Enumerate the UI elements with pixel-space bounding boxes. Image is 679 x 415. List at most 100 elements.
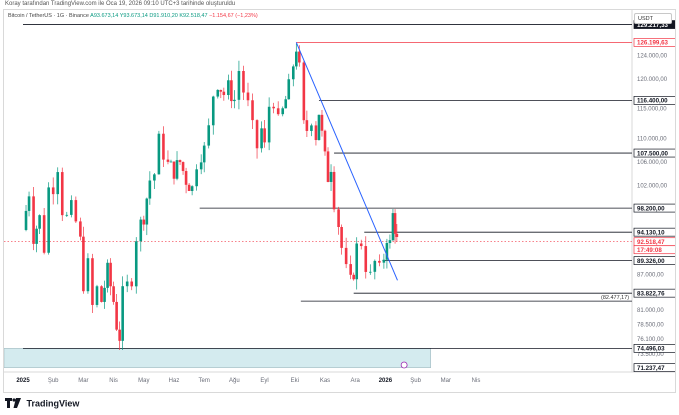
downtrend-line [295, 42, 398, 281]
ohlc-change: −1.154,67 (−1,23%) [209, 13, 258, 19]
price-label-box [633, 256, 675, 265]
candle-body [139, 219, 143, 242]
price-label: 74.496,03 [637, 346, 665, 353]
candle-body [260, 128, 263, 149]
candle-body [145, 198, 149, 225]
candle-body [378, 260, 381, 263]
price-zone [4, 348, 432, 368]
candle-body [276, 108, 280, 115]
candle-body [74, 200, 78, 222]
currency-button[interactable]: USDT [634, 13, 672, 24]
price-label-box [633, 363, 675, 372]
candle-body [233, 99, 236, 102]
candle-body [326, 151, 330, 182]
chart-grid [4, 10, 675, 373]
candle-body [134, 241, 138, 287]
y-tick-label: 81.000,00 [637, 308, 664, 314]
ohlc-open: A93.673,14 [90, 13, 119, 19]
candle-body [166, 159, 170, 162]
price-label-box [633, 288, 675, 298]
x-tick-label: Haz [169, 378, 180, 384]
price-chart[interactable]: (82.477,17) 124.000,00 120.000,00 115.000,… [4, 10, 675, 392]
candle-body [47, 187, 50, 253]
horizontal-lines [4, 24, 632, 349]
candle-body [115, 301, 118, 330]
candle-body [272, 106, 275, 109]
price-label: 107.500,00 [637, 150, 669, 157]
candle-body [207, 125, 211, 146]
candle-body [298, 51, 301, 63]
candle-body [121, 286, 124, 341]
candle-body [202, 145, 206, 163]
candle-body [263, 128, 266, 143]
candle-body [130, 281, 134, 287]
y-tick-label: 110.000,00 [637, 136, 667, 142]
candle-body [317, 114, 321, 141]
ohlc-low: D91.910,20 [149, 13, 178, 19]
candle-body [199, 162, 203, 170]
candle-body [237, 71, 241, 100]
candle-body [175, 160, 179, 179]
price-label-box [633, 245, 675, 255]
candle-body [344, 247, 348, 265]
price-label: 94.130,10 [637, 229, 665, 236]
x-tick-label: Tem [199, 378, 210, 384]
price-label-box [633, 344, 675, 353]
candle-body [382, 259, 386, 263]
x-tick-label: Nis [472, 378, 481, 384]
candle-body [267, 106, 271, 143]
candle-body [287, 79, 291, 100]
candle-body [246, 92, 250, 101]
published-note: Koray tarafından TradingView.com ile Oca… [5, 1, 236, 7]
y-tick-label: 102.000,00 [637, 184, 668, 190]
candle-body [242, 71, 245, 93]
candle-body [91, 258, 94, 305]
candle-body [79, 221, 82, 237]
candle-body [291, 66, 295, 80]
candle-body [195, 169, 198, 187]
candle-body [373, 260, 377, 272]
y-tick-label: 115.000,00 [637, 107, 667, 113]
price-label: 98.200,00 [637, 205, 665, 212]
ohlc-close: K92.518,47 [179, 13, 208, 19]
candle-body [157, 133, 161, 175]
candle-body [337, 209, 340, 228]
candle-body [227, 80, 230, 96]
candle-body [178, 160, 182, 163]
candle-body [222, 91, 226, 96]
candle-body [284, 99, 288, 109]
candle-body [148, 180, 152, 199]
price-label-box [633, 203, 675, 213]
tradingview-wordmark: TradingView [26, 398, 80, 409]
candle-body [310, 125, 313, 131]
y-tick-label: 124.000,00 [637, 53, 668, 59]
countdown-label: 17:49:08 [637, 247, 662, 254]
x-tick-label: Şub [410, 378, 421, 384]
x-tick-label: Eki [291, 378, 299, 384]
candle-body [393, 213, 397, 234]
symbol-legend[interactable]: Bitcoin / TetherUS · 1G · Binance A93.67… [8, 13, 258, 19]
y-tick-label: 78.500,00 [637, 323, 664, 329]
candle-body [251, 100, 254, 121]
price-label: 71.237,47 [637, 365, 665, 372]
candle-body [320, 114, 324, 131]
x-tick-label: Ara [351, 378, 361, 384]
candle-body [369, 271, 372, 273]
price-label-box [633, 227, 675, 237]
candle-body [349, 264, 352, 275]
time-axis: 2025 Şub Mar Nis May Haz Tem Ağu Eyl Eki Kas Ara 202… [16, 361, 481, 384]
price-label: 89.326,00 [637, 258, 665, 265]
candle-body [27, 196, 31, 211]
candle-body [329, 171, 333, 182]
candle-body [95, 286, 99, 305]
price-label: 129.217,33 [637, 22, 669, 29]
price-label: 92.518,47 [637, 239, 665, 246]
candle-body [391, 213, 395, 241]
trendlines: (82.477,17) [295, 42, 629, 301]
x-tick-label: Kas [320, 378, 330, 384]
price-label-box [633, 148, 675, 158]
candle-body [302, 62, 306, 121]
candle-body [305, 120, 309, 131]
candle-body [112, 286, 115, 302]
candle-body [352, 274, 355, 280]
